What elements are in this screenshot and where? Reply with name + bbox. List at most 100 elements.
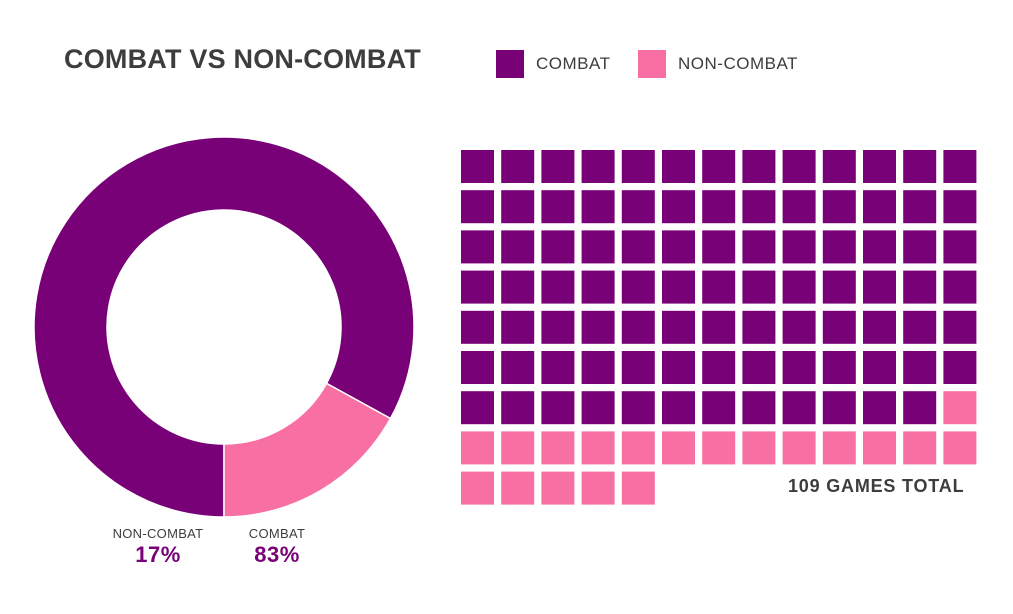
- waffle-cell-non-combat: [621, 471, 655, 505]
- waffle-cell-combat: [541, 351, 575, 384]
- waffle-cell-combat: [662, 270, 695, 304]
- legend-label-combat: COMBAT: [536, 54, 611, 73]
- waffle-cell-combat: [742, 230, 776, 264]
- waffle-cell-combat: [822, 230, 856, 264]
- waffle-cell-combat: [702, 310, 736, 344]
- chart-title: COMBAT VS NON-COMBAT: [64, 44, 421, 74]
- waffle-cell-non-combat: [903, 431, 937, 465]
- waffle-cell-non-combat: [461, 431, 494, 465]
- waffle-cell-combat: [702, 190, 736, 224]
- waffle-cell-non-combat: [943, 431, 977, 465]
- waffle-cell-combat: [581, 351, 615, 384]
- waffle-cell-combat: [581, 190, 615, 224]
- waffle-cell-combat: [863, 391, 896, 425]
- waffle-cell-combat: [541, 310, 575, 344]
- waffle-cell-combat: [662, 190, 695, 224]
- waffle-cell-combat: [461, 391, 494, 425]
- waffle-cell-combat: [541, 270, 575, 304]
- waffle-cell-combat: [863, 270, 896, 304]
- waffle-cell-combat: [943, 190, 977, 224]
- legend-item-combat: COMBAT: [496, 50, 610, 78]
- waffle-cell-combat: [782, 230, 816, 264]
- slice-label-combat: COMBAT 83%: [232, 526, 322, 568]
- waffle-cell-combat: [702, 230, 736, 264]
- waffle-cell-combat: [782, 190, 816, 224]
- waffle-cell-combat: [541, 391, 575, 425]
- waffle-cell-combat: [742, 190, 776, 224]
- waffle-cell-combat: [702, 391, 736, 425]
- waffle-cell-combat: [742, 310, 776, 344]
- waffle-cell-combat: [501, 310, 535, 344]
- waffle-cell-combat: [501, 150, 535, 183]
- waffle-cell-combat: [541, 230, 575, 264]
- waffle-cell-combat: [662, 310, 695, 344]
- waffle-cell-combat: [501, 230, 535, 264]
- waffle-cell-combat: [742, 351, 776, 384]
- waffle-cell-combat: [903, 310, 937, 344]
- waffle-cell-combat: [702, 351, 736, 384]
- waffle-cell-combat: [621, 351, 655, 384]
- waffle-cell-combat: [461, 310, 494, 344]
- waffle-cell-combat: [501, 190, 535, 224]
- waffle-cell-combat: [581, 150, 615, 183]
- waffle-cell-combat: [822, 351, 856, 384]
- waffle-cell-non-combat: [662, 431, 695, 465]
- waffle-cell-combat: [742, 150, 776, 183]
- waffle-cell-non-combat: [581, 431, 615, 465]
- waffle-cell-combat: [943, 270, 977, 304]
- waffle-cell-non-combat: [782, 431, 816, 465]
- waffle-cell-non-combat: [863, 431, 896, 465]
- waffle-cell-combat: [742, 391, 776, 425]
- waffle-cell-non-combat: [541, 471, 575, 505]
- waffle-cell-combat: [903, 190, 937, 224]
- waffle-cell-combat: [943, 310, 977, 344]
- waffle-cell-combat: [702, 270, 736, 304]
- waffle-cell-combat: [621, 230, 655, 264]
- waffle-cell-combat: [822, 190, 856, 224]
- legend-swatch-combat: [496, 50, 524, 78]
- waffle-cell-combat: [822, 391, 856, 425]
- waffle-cell-combat: [581, 230, 615, 264]
- waffle-cell-combat: [541, 150, 575, 183]
- waffle-cell-combat: [903, 351, 937, 384]
- donut-slice-combat: [33, 136, 415, 518]
- waffle-cell-non-combat: [581, 471, 615, 505]
- waffle-cell-non-combat: [501, 431, 535, 465]
- waffle-cell-combat: [943, 351, 977, 384]
- slice-name-combat: COMBAT: [248, 526, 306, 541]
- waffle-cell-combat: [863, 230, 896, 264]
- donut-slice-non-combat: [223, 382, 392, 518]
- waffle-cell-non-combat: [943, 391, 977, 425]
- waffle-cell-combat: [903, 230, 937, 264]
- waffle-cell-combat: [782, 351, 816, 384]
- waffle-cell-combat: [662, 391, 695, 425]
- waffle-cell-combat: [501, 270, 535, 304]
- legend-item-noncombat: NON-COMBAT: [638, 50, 798, 78]
- slice-value-combat: 83%: [254, 542, 300, 567]
- waffle-cell-combat: [621, 190, 655, 224]
- waffle-cell-combat: [943, 150, 977, 183]
- waffle-cell-non-combat: [742, 431, 776, 465]
- waffle-cell-combat: [662, 150, 695, 183]
- waffle-cell-non-combat: [822, 431, 856, 465]
- waffle-cell-non-combat: [501, 471, 535, 505]
- waffle-cell-combat: [581, 391, 615, 425]
- slice-name-noncombat: NON-COMBAT: [112, 526, 204, 541]
- waffle-cell-combat: [822, 150, 856, 183]
- waffle-cell-combat: [501, 391, 535, 425]
- waffle-cell-combat: [461, 190, 494, 224]
- waffle-cell-combat: [903, 391, 937, 425]
- waffle-cell-combat: [903, 270, 937, 304]
- waffle-cell-combat: [863, 310, 896, 344]
- waffle-cell-non-combat: [541, 431, 575, 465]
- waffle-cell-combat: [461, 270, 494, 304]
- waffle-cell-combat: [863, 150, 896, 183]
- legend-swatch-noncombat: [638, 50, 666, 78]
- games-total-label: 109 GAMES TOTAL: [788, 476, 965, 496]
- waffle-cell-non-combat: [461, 471, 494, 505]
- waffle-cell-combat: [621, 270, 655, 304]
- waffle-cell-combat: [782, 310, 816, 344]
- waffle-cell-combat: [822, 310, 856, 344]
- waffle-cell-combat: [943, 230, 977, 264]
